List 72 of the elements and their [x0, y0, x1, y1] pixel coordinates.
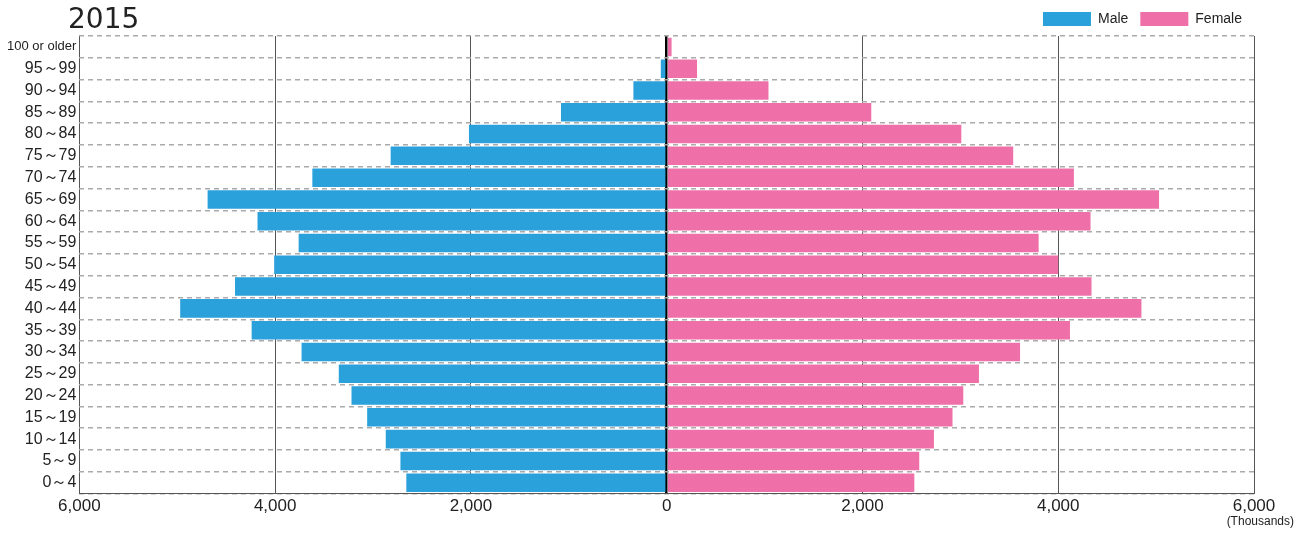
x-tick-label: 0 — [661, 496, 672, 516]
bar — [667, 364, 979, 384]
bar — [667, 299, 1142, 318]
bar — [667, 124, 962, 144]
bar — [667, 103, 872, 122]
bar — [406, 473, 666, 492]
bar — [560, 103, 666, 122]
y-tick-label: 40～44 — [24, 298, 77, 316]
legend-label: Male — [1097, 9, 1129, 26]
y-tick-label: 35～39 — [24, 320, 77, 338]
chart-title: 2015 — [68, 2, 140, 35]
bar — [180, 299, 666, 318]
x-tick-label: 6,000 — [58, 496, 101, 516]
bar — [667, 451, 920, 471]
y-tick-label: 95～99 — [24, 59, 77, 77]
bar — [351, 386, 666, 405]
bar — [301, 342, 666, 362]
y-tick-label: 75～79 — [24, 146, 77, 164]
bar — [667, 146, 1014, 166]
y-tick-label: 50～54 — [24, 255, 77, 273]
bar — [338, 364, 666, 384]
y-tick-label: 65～69 — [24, 189, 77, 207]
bar — [257, 211, 666, 231]
y-tick-label: 85～89 — [24, 102, 77, 120]
bar — [274, 255, 666, 275]
x-tick-label: 6,000 — [1232, 496, 1276, 516]
x-tick-label: 4,000 — [1036, 496, 1080, 516]
y-tick-label: 5～9 — [42, 451, 77, 469]
bar — [667, 386, 964, 405]
bar — [667, 255, 1059, 275]
bar — [667, 408, 953, 427]
bar — [207, 190, 666, 209]
bar — [667, 429, 934, 449]
y-tick-label: 90～94 — [24, 80, 77, 98]
y-tick-label: 55～59 — [24, 233, 77, 251]
bar — [667, 168, 1074, 187]
bar — [667, 190, 1160, 209]
x-tick-label: 2,000 — [449, 496, 493, 516]
bar — [468, 124, 666, 144]
y-tick-label: 70～74 — [24, 168, 77, 186]
bar — [298, 233, 666, 253]
bar — [633, 81, 666, 100]
bar — [400, 451, 666, 471]
y-tick-label: 15～19 — [24, 407, 77, 425]
bar — [667, 59, 698, 78]
y-tick-label: 45～49 — [24, 277, 77, 294]
text: (Thousands) — [1226, 514, 1294, 528]
bar — [667, 233, 1039, 253]
bar — [385, 429, 666, 449]
y-tick-label: 25～29 — [24, 364, 77, 382]
y-tick-label: 80～84 — [24, 124, 77, 142]
y-tick-label: 20～24 — [24, 385, 77, 403]
bar — [667, 37, 672, 57]
bar — [667, 320, 1070, 340]
bar — [367, 408, 666, 427]
bar — [667, 211, 1091, 231]
y-tick-label: 30～34 — [24, 342, 77, 360]
x-tick-label: 2,000 — [841, 496, 884, 516]
bar — [667, 342, 1021, 362]
y-tick-label: 0～4 — [42, 473, 77, 491]
legend-label: Female — [1195, 9, 1243, 26]
x-tick-label: 4,000 — [253, 496, 297, 516]
bar — [312, 168, 666, 187]
bar — [235, 277, 666, 296]
y-tick-label: 10～14 — [24, 429, 77, 447]
bar — [667, 81, 769, 100]
bar — [667, 277, 1092, 296]
bar — [251, 320, 666, 340]
bar — [667, 473, 915, 492]
y-tick-label: 60～64 — [24, 211, 77, 229]
bar — [390, 146, 666, 166]
y-tick-label: 100 or older — [6, 38, 78, 54]
